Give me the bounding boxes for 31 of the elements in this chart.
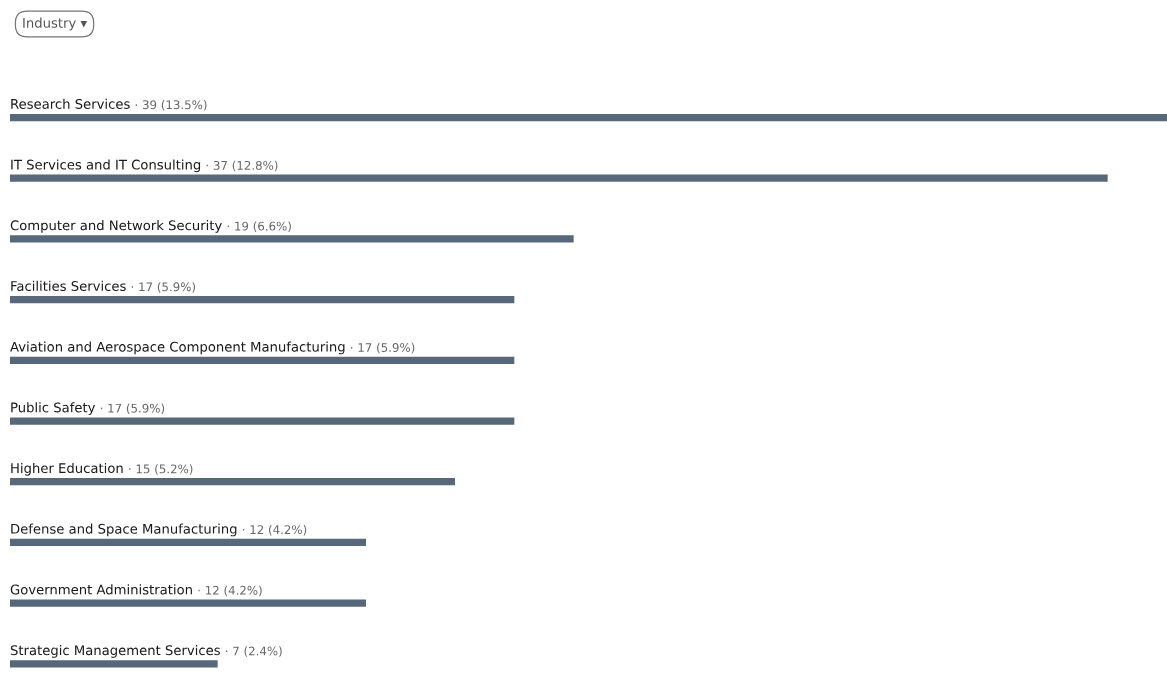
y-tick-label: Defense and Space Manufacturing <box>11 523 237 537</box>
bar <box>10 660 218 668</box>
data-label: · 19 (6.6%) <box>227 221 291 232</box>
data-label: · 7 (2.4%) <box>226 646 282 657</box>
y-tick-label: Government Administration <box>10 584 192 595</box>
data-label: · 37 (12.8%) <box>206 160 278 172</box>
bar <box>10 174 1108 182</box>
bar <box>10 113 1167 122</box>
bar <box>10 235 574 243</box>
data-label: · 12 (4.2%) <box>198 585 262 597</box>
y-tick-label: Facilities Services <box>11 280 126 291</box>
bar <box>10 538 366 547</box>
chart-title: Industry ▾ <box>23 17 88 31</box>
y-tick-label: Research Services <box>11 98 130 109</box>
bar <box>10 478 455 486</box>
y-tick-label: Public Safety <box>11 402 96 415</box>
y-tick-label: Computer and Network Security <box>10 220 222 233</box>
data-label: · 12 (4.2%) <box>242 524 307 536</box>
bar <box>10 599 366 607</box>
bar <box>10 356 515 364</box>
y-tick-label: Aviation and Aerospace Component Manufacturing <box>10 341 345 355</box>
y-tick-label: Strategic Management Services <box>10 644 220 658</box>
y-tick-label: IT Services and IT Consulting <box>11 159 201 173</box>
bar <box>10 295 515 304</box>
data-label: · 17 (5.9%) <box>100 403 165 415</box>
data-label: · 39 (13.5%) <box>135 100 207 111</box>
data-label: · 15 (5.2%) <box>129 464 193 475</box>
data-label: · 17 (5.9%) <box>351 342 415 354</box>
bar <box>10 417 515 425</box>
y-tick-label: Higher Education <box>11 462 123 476</box>
data-label: · 17 (5.9%) <box>131 282 196 293</box>
